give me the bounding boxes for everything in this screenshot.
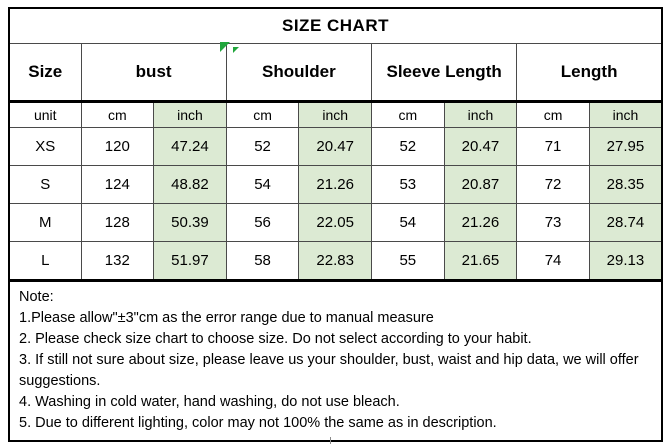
header-size: Size [8, 43, 82, 103]
header-shoulder: Shoulder [225, 43, 373, 103]
data-cell: 56 [225, 203, 300, 242]
data-cell: 20.87 [443, 165, 518, 204]
data-cell: 72 [516, 165, 590, 204]
size-chart-table: SIZE CHART Size bust Shoulder Sleeve Len… [8, 7, 663, 281]
unit-cell: cm [80, 101, 155, 128]
data-cell: 50.39 [153, 203, 227, 242]
data-cell: 52 [225, 127, 300, 166]
data-cell: 124 [80, 165, 155, 204]
header-bust: bust [80, 43, 227, 103]
note-line-3: 3. If still not sure about size, please … [19, 352, 639, 389]
data-cell: 71 [516, 127, 590, 166]
data-cell: 74 [516, 241, 590, 281]
data-cell: 28.74 [588, 203, 663, 242]
bottom-tick-mark [330, 437, 331, 444]
unit-cell: cm [225, 101, 300, 128]
data-cell: 21.26 [298, 165, 372, 204]
table-row-s: S 124 48.82 54 21.26 53 20.87 72 28.35 [8, 165, 663, 204]
green-marker-icon [233, 47, 239, 53]
data-cell: 20.47 [443, 127, 518, 166]
header-sleeve-length: Sleeve Length [370, 43, 518, 103]
note-line-4: 4. Washing in cold water, hand washing, … [19, 394, 400, 410]
data-cell: 29.13 [588, 241, 663, 281]
size-cell: M [8, 203, 82, 242]
size-cell: XS [8, 127, 82, 166]
unit-cell: inch [588, 101, 663, 128]
data-cell: 54 [225, 165, 300, 204]
note-line-5: 5. Due to different lighting, color may … [19, 415, 497, 431]
data-cell: 54 [371, 203, 445, 242]
notes-heading: Note: [19, 289, 54, 305]
table-row-m: M 128 50.39 56 22.05 54 21.26 73 28.74 [8, 203, 663, 242]
unit-cell: inch [443, 101, 518, 128]
data-cell: 132 [80, 241, 155, 281]
data-cell: 21.26 [443, 203, 518, 242]
header-length: Length [516, 43, 663, 103]
size-chart-sheet: SIZE CHART Size bust Shoulder Sleeve Len… [8, 7, 663, 442]
data-cell: 120 [80, 127, 155, 166]
data-cell: 47.24 [153, 127, 227, 166]
title-row: SIZE CHART [8, 7, 663, 44]
unit-row: unit cm inch cm inch cm inch cm inch [8, 101, 663, 128]
data-cell: 55 [371, 241, 445, 281]
unit-cell: cm [516, 101, 590, 128]
data-cell: 27.95 [588, 127, 663, 166]
data-cell: 53 [371, 165, 445, 204]
table-row-l: L 132 51.97 58 22.83 55 21.65 74 29.13 [8, 241, 663, 281]
column-group-header-row: Size bust Shoulder Sleeve Length Length [8, 43, 663, 103]
unit-cell: inch [298, 101, 372, 128]
data-cell: 22.83 [298, 241, 372, 281]
note-line-1: 1.Please allow"±3"cm as the error range … [19, 310, 434, 326]
data-cell: 58 [225, 241, 300, 281]
data-cell: 21.65 [443, 241, 518, 281]
data-cell: 22.05 [298, 203, 372, 242]
table-row-xs: XS 120 47.24 52 20.47 52 20.47 71 27.95 [8, 127, 663, 166]
notes-section: Note: 1.Please allow"±3"cm as the error … [8, 280, 663, 442]
data-cell: 52 [371, 127, 445, 166]
green-marker-icon [220, 42, 230, 52]
data-cell: 20.47 [298, 127, 372, 166]
unit-cell: inch [153, 101, 227, 128]
data-cell: 48.82 [153, 165, 227, 204]
page-title: SIZE CHART [8, 7, 663, 44]
size-cell: L [8, 241, 82, 281]
data-cell: 128 [80, 203, 155, 242]
data-cell: 51.97 [153, 241, 227, 281]
unit-cell: unit [8, 101, 82, 128]
data-cell: 73 [516, 203, 590, 242]
note-line-2: 2. Please check size chart to choose siz… [19, 331, 532, 347]
size-cell: S [8, 165, 82, 204]
unit-cell: cm [371, 101, 445, 128]
data-cell: 28.35 [588, 165, 663, 204]
